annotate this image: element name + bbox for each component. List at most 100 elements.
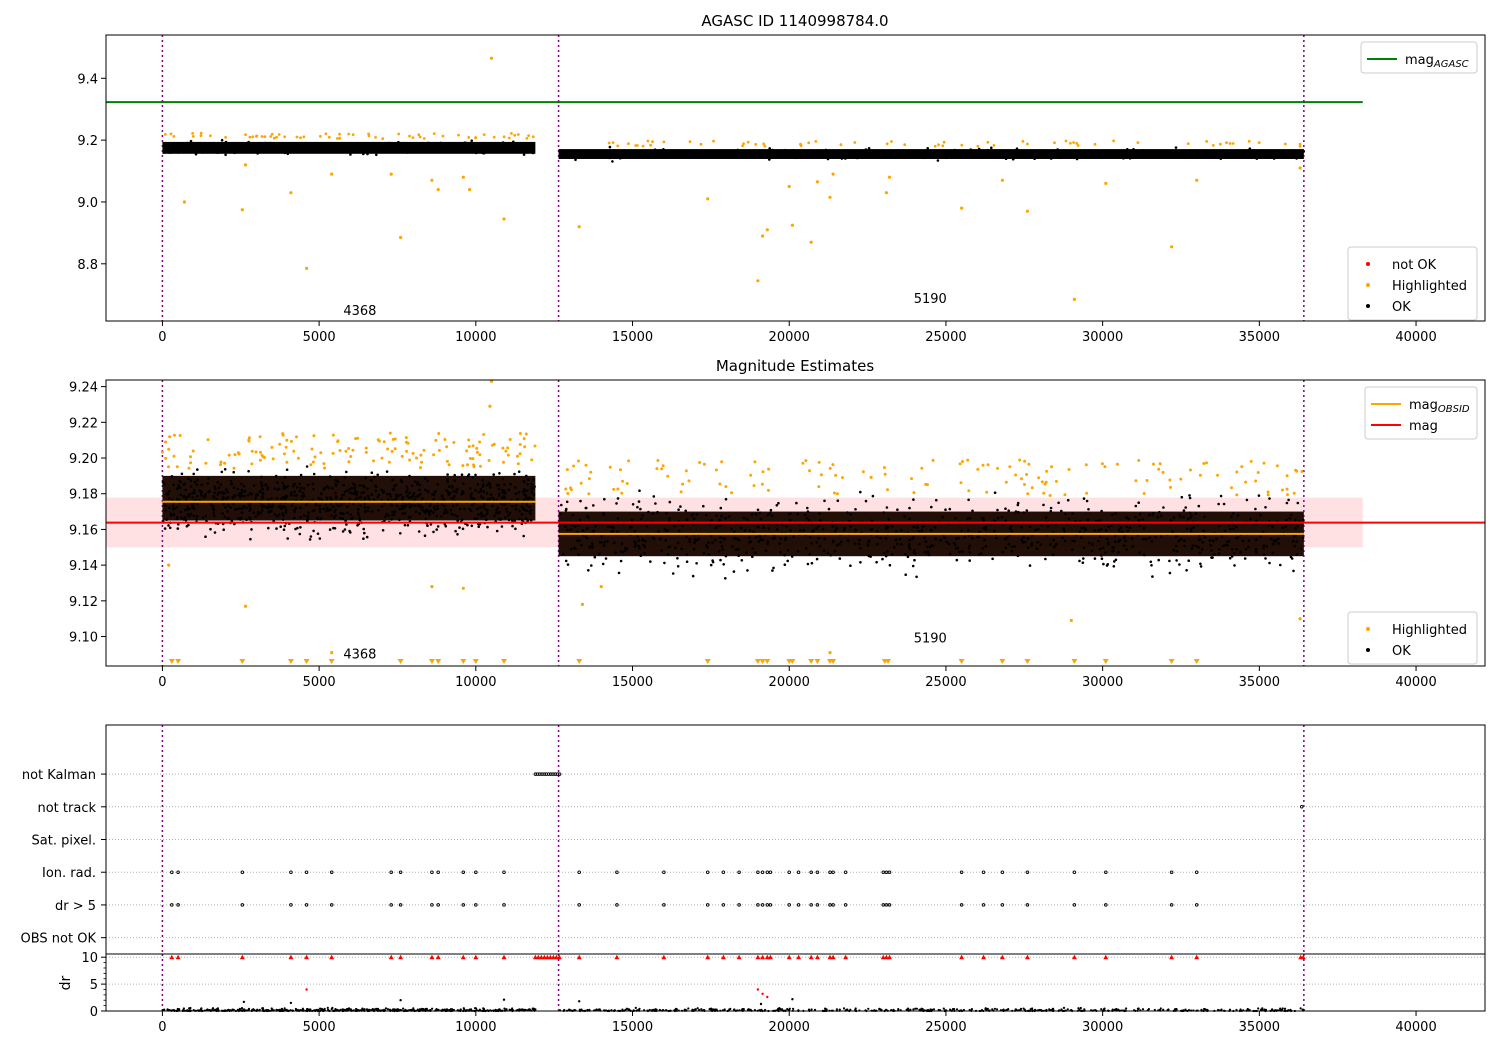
ok-point <box>530 143 533 147</box>
flag-point <box>1104 903 1108 907</box>
ok-point <box>261 487 265 491</box>
ok-point <box>1254 547 1258 551</box>
flag-point <box>329 870 334 874</box>
dr-point <box>759 1002 763 1006</box>
highlighted-point <box>478 440 482 444</box>
ok-point <box>706 155 710 158</box>
ok-point <box>958 550 961 554</box>
highlighted-point <box>347 447 351 450</box>
flag-point <box>1169 903 1174 907</box>
ok-point <box>501 502 505 506</box>
ok-point <box>560 503 563 507</box>
highlighted-point <box>404 436 408 440</box>
flag-point <box>809 870 813 874</box>
dr-point <box>348 1007 351 1010</box>
highlighted-point <box>260 135 264 138</box>
ok-point <box>271 146 275 149</box>
ok-point <box>1044 516 1048 519</box>
highlighted-point <box>516 133 520 136</box>
highlighted-point <box>986 463 990 467</box>
ok-point <box>709 563 713 567</box>
ok-point <box>589 150 592 154</box>
ok-point <box>270 497 273 500</box>
ok-point <box>939 538 942 542</box>
ok-point <box>1044 557 1047 561</box>
ok-point <box>454 146 458 149</box>
ok-point <box>324 503 328 507</box>
x-tick-label: 35000 <box>1239 675 1280 690</box>
ok-point <box>1148 536 1151 539</box>
ok-point <box>1137 518 1141 522</box>
ok-point <box>302 514 306 517</box>
highlighted-point <box>1067 468 1071 471</box>
ok-point <box>674 546 677 550</box>
ok-point <box>446 143 450 146</box>
highlighted-point <box>807 141 811 145</box>
ok-point <box>564 559 568 563</box>
ok-point <box>177 151 180 154</box>
ok-point <box>525 474 528 478</box>
ok-point <box>806 506 809 510</box>
ok-point <box>236 507 239 511</box>
ok-point <box>505 148 509 152</box>
ok-point <box>1093 529 1097 532</box>
ok-point <box>576 152 579 155</box>
ok-point <box>355 497 359 500</box>
ok-point <box>507 514 510 517</box>
ok-point <box>178 486 182 490</box>
dr-clipped-marker <box>705 954 711 960</box>
ok-point <box>1113 560 1116 563</box>
ok-point <box>470 139 474 142</box>
ok-point <box>735 153 738 157</box>
ok-point <box>947 542 951 546</box>
highlighted-point <box>223 461 227 465</box>
ok-point <box>1087 508 1090 511</box>
highlighted-point <box>960 206 964 210</box>
dr-clipped-marker <box>843 954 849 960</box>
ok-point <box>866 155 869 159</box>
ok-point <box>846 539 850 542</box>
highlighted-point <box>302 135 306 139</box>
ok-point <box>864 499 868 503</box>
ok-point <box>323 146 326 149</box>
dr-clipped-marker <box>887 954 893 960</box>
magnitude-estimates-panel: Magnitude Estimates 0 5000 10000 15000 20000… <box>69 357 1486 690</box>
ok-point <box>802 152 805 155</box>
dr-clipped-marker <box>1103 954 1109 960</box>
ok-point <box>1195 544 1198 548</box>
ok-point <box>1261 530 1265 534</box>
ok-point <box>1082 526 1086 530</box>
ok-point <box>216 145 220 148</box>
ok-point <box>608 153 611 157</box>
highlighted-point <box>976 144 980 148</box>
ok-point <box>161 481 165 484</box>
ok-point <box>710 518 713 522</box>
ok-point <box>1295 540 1299 543</box>
ok-point <box>796 550 800 553</box>
ok-point <box>201 151 204 154</box>
ok-point <box>339 516 342 520</box>
ok-point <box>410 147 414 151</box>
ok-point <box>370 479 373 482</box>
ok-point <box>1028 525 1032 528</box>
ok-point <box>692 547 696 551</box>
dr-clipped-marker <box>814 954 820 960</box>
highlighted-point <box>347 132 351 136</box>
ok-point <box>517 491 521 494</box>
ok-point <box>434 508 437 511</box>
ok-point <box>407 502 411 505</box>
ok-point <box>214 487 217 491</box>
ok-point <box>1219 494 1223 498</box>
ok-point <box>1013 545 1017 548</box>
ok-point <box>248 516 251 519</box>
ok-point <box>923 550 927 554</box>
ok-point <box>633 545 637 548</box>
ok-point <box>1229 527 1232 531</box>
x-tick-label: 0 <box>158 1020 166 1035</box>
dr-point <box>1175 1007 1178 1011</box>
highlighted-point <box>178 434 182 437</box>
ok-point <box>446 478 449 481</box>
ok-point <box>275 150 278 153</box>
ok-point <box>358 516 361 520</box>
y-tick-label: 8.8 <box>77 258 98 273</box>
